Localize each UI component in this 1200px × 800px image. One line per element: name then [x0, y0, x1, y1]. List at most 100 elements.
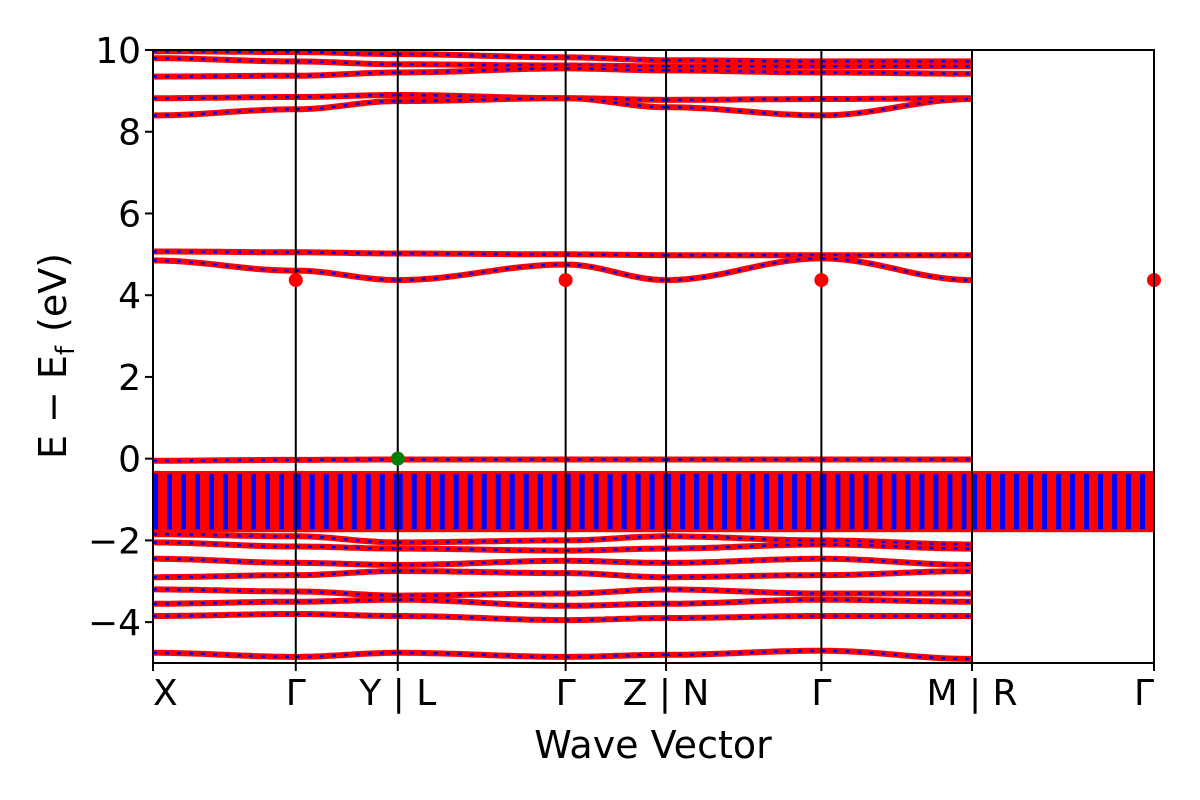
y-axis-title-minus: −: [31, 391, 75, 423]
band-9-seg-2-stripe: [397, 547, 566, 552]
band-8-seg-4-stripe: [666, 535, 822, 542]
band-12-seg-4-stripe: [666, 588, 822, 595]
band-3-seg-0: [153, 94, 296, 102]
x-tick-label-4: Z | N: [623, 673, 710, 714]
bands-layer: [153, 50, 1154, 662]
band-2-seg-1-stripe: [295, 71, 398, 77]
y-axis-title-subscript: f: [51, 345, 81, 355]
band-14-seg-4-stripe: [666, 614, 822, 620]
y-tick-label-3: 2: [118, 358, 141, 399]
band-15-seg-1-stripe: [295, 651, 398, 659]
band-15-seg-5-stripe: [821, 649, 972, 661]
band-0-seg-3-stripe: [565, 56, 667, 62]
band-15-seg-4-stripe: [666, 649, 822, 657]
y-tick-label-5: 6: [118, 194, 141, 235]
band-6-seg-0: [153, 257, 296, 274]
band-14-seg-3-stripe: [565, 616, 667, 622]
band-14-seg-2-stripe: [397, 614, 566, 622]
band-8-seg-1-stripe: [295, 535, 398, 544]
y-tick-label-4: 4: [118, 276, 141, 317]
band-6-seg-4: [666, 255, 822, 284]
band-5-seg-3-stripe: [565, 253, 667, 257]
band-5-seg-1-stripe: [295, 251, 398, 255]
band-14-seg-0: [153, 611, 296, 619]
band-3-seg-1-stripe: [295, 93, 398, 99]
band-2-seg-4-stripe: [666, 69, 822, 74]
kpoint-lines: [294, 50, 973, 663]
band-6-seg-3-stripe: [565, 263, 667, 282]
band-0-seg-2-stripe: [397, 52, 566, 59]
band-11-seg-0: [153, 572, 296, 581]
y-axis-title-unit: (eV): [31, 253, 75, 332]
y-axis-title-e: E: [31, 435, 75, 459]
valence-block-2: [397, 470, 566, 533]
band-4-seg-1-stripe: [295, 99, 398, 111]
band-8-seg-3-stripe: [565, 535, 667, 542]
band-13-seg-5-stripe: [821, 598, 972, 603]
band-3-seg-5-stripe: [821, 96, 972, 101]
x-axis: X Γ Y | L Γ Z | N Γ M | R Γ: [152, 663, 1155, 714]
band-1-seg-3-stripe: [565, 64, 667, 68]
y-tick-label-6: 8: [118, 113, 141, 154]
band-9-seg-0: [153, 539, 296, 550]
band-6-seg-1-stripe: [295, 269, 398, 282]
band-13-seg-2-stripe: [397, 598, 566, 608]
band-1-seg-1-stripe: [295, 60, 398, 66]
band-9-seg-5-stripe: [821, 543, 972, 550]
valence-block-5: [821, 470, 972, 533]
x-tick-label-1: Γ: [286, 673, 306, 714]
band-3-seg-3-stripe: [565, 96, 667, 102]
x-tick-label-2: Y | L: [358, 673, 436, 714]
band-3-seg-2-stripe: [397, 93, 566, 100]
band-10-seg-4-stripe: [666, 557, 822, 565]
x-tick-label-3: Γ: [556, 673, 576, 714]
band-10-seg-1-stripe: [295, 561, 398, 567]
band-4-seg-4-stripe: [666, 105, 822, 117]
y-axis-title: E − Ef (eV): [31, 253, 81, 459]
band-5-seg-2-stripe: [397, 252, 566, 256]
band-6-seg-5-stripe: [821, 257, 973, 282]
band-2-seg-5-stripe: [821, 71, 972, 75]
band-4-seg-5-stripe: [821, 97, 973, 117]
band-8-seg-5-stripe: [821, 539, 972, 546]
band-2-seg-3-stripe: [565, 67, 667, 72]
band-2-seg-0: [153, 72, 296, 80]
band-13-seg-3-stripe: [565, 602, 667, 608]
extremum-marker-4: [390, 451, 405, 466]
band-0-seg-4-stripe: [666, 58, 822, 63]
band-8-seg-0: [153, 531, 296, 540]
band-6-seg-4-stripe: [666, 257, 822, 282]
y-tick-label-0: −4: [88, 603, 141, 644]
band-5-seg-0: [153, 248, 296, 256]
y-axis-title-ef: E: [31, 355, 75, 379]
band-13-seg-1-stripe: [295, 598, 398, 603]
band-0-seg-1-stripe: [295, 50, 398, 56]
band-13-seg-0: [153, 598, 296, 607]
band-2-seg-2-stripe: [397, 67, 566, 74]
band-10-seg-5-stripe: [821, 557, 972, 567]
x-tick-label-5: Γ: [811, 673, 831, 714]
band-4-seg-0: [153, 106, 296, 119]
band-10-seg-0: [153, 555, 296, 566]
band-6-seg-2-stripe: [397, 263, 566, 282]
extrema-markers: [288, 273, 1161, 466]
extremum-marker-1: [558, 273, 573, 288]
x-tick-label-7: Γ: [1134, 673, 1154, 714]
band-12-seg-3-stripe: [565, 588, 667, 595]
band-1-seg-0: [153, 55, 296, 65]
band-9-seg-3-stripe: [565, 547, 667, 552]
band-9-seg-1-stripe: [295, 545, 398, 550]
band-12-seg-0: [153, 586, 296, 595]
band-12-seg-1-stripe: [295, 590, 398, 597]
extremum-marker-2: [814, 273, 829, 288]
valence-block-4: [666, 470, 822, 533]
band-10-seg-2-stripe: [397, 559, 566, 567]
band-4-seg-2-stripe: [397, 96, 566, 103]
extremum-marker-0: [288, 273, 303, 288]
band-14-seg-1-stripe: [295, 612, 398, 618]
band-9-seg-4-stripe: [666, 543, 822, 550]
x-tick-label-6: M | R: [926, 673, 1017, 714]
band-4-seg-3-stripe: [565, 96, 667, 109]
band-11-seg-5-stripe: [821, 569, 973, 577]
